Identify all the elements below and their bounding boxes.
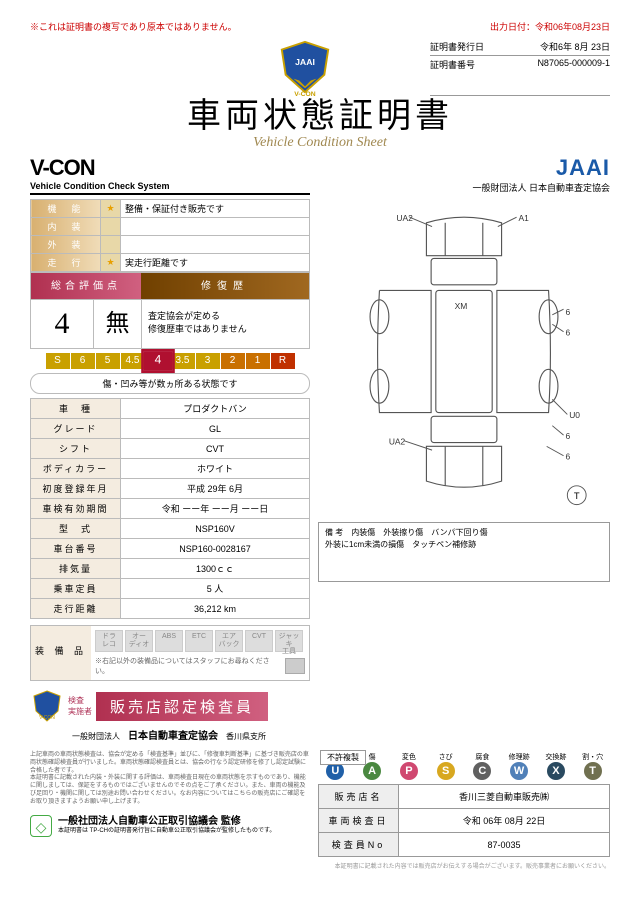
svg-text:UA2: UA2 — [389, 436, 406, 446]
jaai-subtitle: 一般財団法人 日本自動車査定協会 — [318, 181, 610, 194]
print-date: 出力日付：令和06年08月23日 — [490, 20, 610, 33]
disclaimer: 本証明書に記載された内容では販売店がお伝えする場合がございます。販売事業者にお願… — [318, 861, 610, 870]
copy-warning: ※これは証明書の複写であり原本ではありません。 — [30, 20, 237, 33]
svg-text:6: 6 — [565, 452, 570, 462]
no-copy-stamp: 不許複製 — [320, 750, 366, 765]
svg-text:6: 6 — [565, 307, 570, 317]
svg-text:6: 6 — [565, 431, 570, 441]
svg-text:A1: A1 — [518, 213, 529, 223]
subtitle: Vehicle Condition Sheet — [30, 135, 610, 151]
grade-header: 総合評価点 修復歴 — [30, 272, 310, 300]
svg-text:XM: XM — [455, 301, 468, 311]
footer-org: ◇ 一般社団法人自動車公正取引協議会 監修 本証明書は TP-CHの証明書発行旨… — [30, 815, 310, 837]
fine-print: 上記車両の車両状態検査は、協会が定める「検査基準」並びに、「修復車判断基準」に基… — [30, 752, 310, 807]
grade-note: 傷・凹み等が数ヵ所ある状態です — [30, 373, 310, 394]
equipment-box: 装 備 品 ドラレコオーディオABSETCエアバックCVTジャッキ工具 ※右記以… — [30, 625, 310, 681]
cert-info: 証明書発行日令和6年 8月 23日 証明書番号N87065-000009-1 — [430, 38, 610, 96]
spec-table: 車 種プロダクトバングレードGLシフトCVTボディカラーホワイト初度登録年月平成… — [30, 398, 310, 619]
remarks-box: 備 考内装傷 外装擦り傷 バンパ下回り傷外装に1cm未満の損傷 タッチペン補修跡 — [318, 522, 610, 582]
vcon-badge: JAAI V-CON — [276, 38, 334, 96]
dealer-table: 販売店名香川三菱自動車販売㈱車両検査日令和 06年 08月 22日検査員No87… — [318, 784, 610, 857]
association-info: 一般財団法人 日本自動車査定協会 香川県支所 — [72, 727, 610, 742]
score-scale: S654.543.5321R — [30, 353, 310, 369]
score-box: 4 無 査定協会が定める修復歴車ではありません — [30, 300, 310, 349]
vcon-logo: V-CON — [30, 155, 170, 181]
jaai-logo: JAAI — [318, 155, 610, 181]
vcon-subtitle: Vehicle Condition Check System — [30, 181, 170, 191]
svg-text:6: 6 — [565, 328, 570, 338]
inspector-bar: V-CON 検査実施者 販売店認定検査員 — [30, 689, 610, 723]
svg-text:T: T — [574, 490, 580, 501]
equip-confirm-icon — [285, 658, 305, 674]
svg-text:V-CON: V-CON — [39, 715, 55, 721]
svg-text:U0: U0 — [569, 410, 580, 420]
car-diagram: UA2 A1 XM 6 6 UA2 U0 6 6 T — [318, 204, 610, 514]
svg-text:JAAI: JAAI — [295, 57, 315, 67]
eco-icon: ◇ — [30, 815, 52, 837]
condition-table: 機 能★整備・保証付き販売です内 装外 装走 行★実走行距離です — [30, 199, 310, 272]
svg-text:V-CON: V-CON — [294, 91, 316, 96]
